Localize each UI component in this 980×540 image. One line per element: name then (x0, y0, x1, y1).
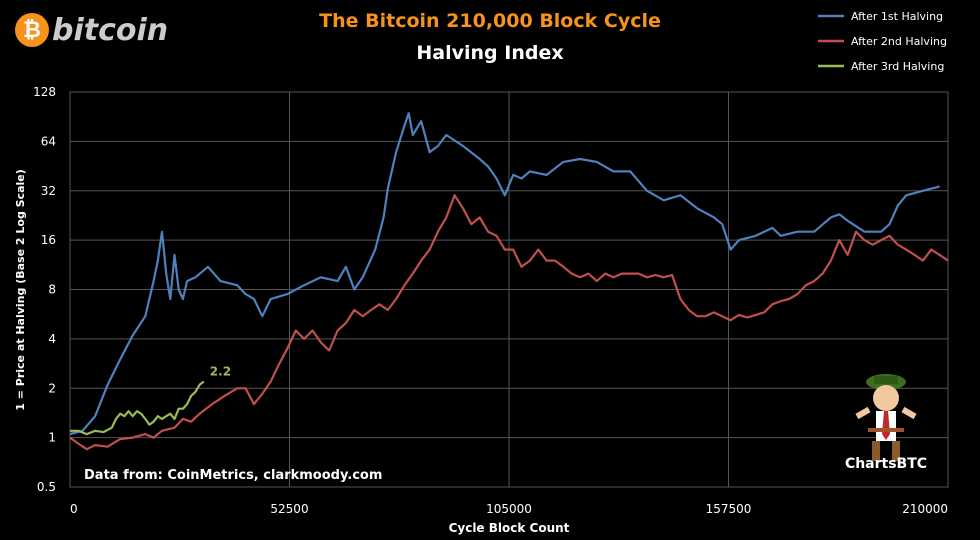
y-tick-label: 1 (48, 431, 56, 445)
x-tick-label: 105000 (486, 502, 532, 516)
y-axis-label: 1 = Price at Halving (Base 2 Log Scale) (14, 169, 27, 411)
annotations: 2.2 (210, 364, 231, 378)
y-tick-label: 4 (48, 332, 56, 346)
chartsbtc-mascot-icon (855, 374, 917, 461)
y-tick-label: 64 (41, 134, 56, 148)
series-line-1 (69, 112, 940, 436)
y-tick-label: 128 (33, 85, 56, 99)
chart-title: The Bitcoin 210,000 Block Cycle (319, 10, 661, 32)
x-tick-label: 157500 (706, 502, 752, 516)
y-tick-label: 8 (48, 283, 56, 297)
y-tick-label: 16 (41, 233, 56, 247)
series-lines (69, 112, 949, 451)
annotation-label: 2.2 (210, 364, 231, 378)
y-axis-ticks: 0.5 1 2 4 8 16 32 64 128 (33, 85, 56, 494)
legend: After 1st Halving After 2nd Halving After … (818, 10, 947, 73)
y-tick-label: 0.5 (37, 480, 56, 494)
svg-text:₿: ₿ (23, 18, 41, 43)
x-tick-label: 52500 (270, 502, 308, 516)
bitcoin-coin-icon (15, 13, 49, 47)
series-line-3 (70, 380, 205, 436)
x-axis-ticks: 0 52500 105000 157500 210000 (70, 502, 948, 516)
x-tick-label: 0 (70, 502, 78, 516)
mascot-label: ChartsBTC (844, 456, 928, 472)
x-axis-label: Cycle Block Count (449, 521, 570, 535)
x-tick-label: 210000 (902, 502, 948, 516)
source-note: Data from: CoinMetrics, clarkmoody.com (84, 468, 383, 483)
logo-wordmark: bitcoin (52, 13, 168, 48)
legend-label-2: After 2nd Halving (851, 35, 947, 48)
y-tick-label: 32 (41, 184, 56, 198)
grid-lines (69, 91, 949, 488)
legend-label-3: After 3rd Halving (851, 60, 944, 73)
bitcoin-logo: ₿ bitcoin (15, 13, 168, 48)
series-line-2 (69, 194, 949, 451)
chart-subtitle: Halving Index (416, 42, 564, 64)
y-tick-label: 2 (48, 381, 56, 395)
legend-label-1: After 1st Halving (851, 10, 943, 23)
